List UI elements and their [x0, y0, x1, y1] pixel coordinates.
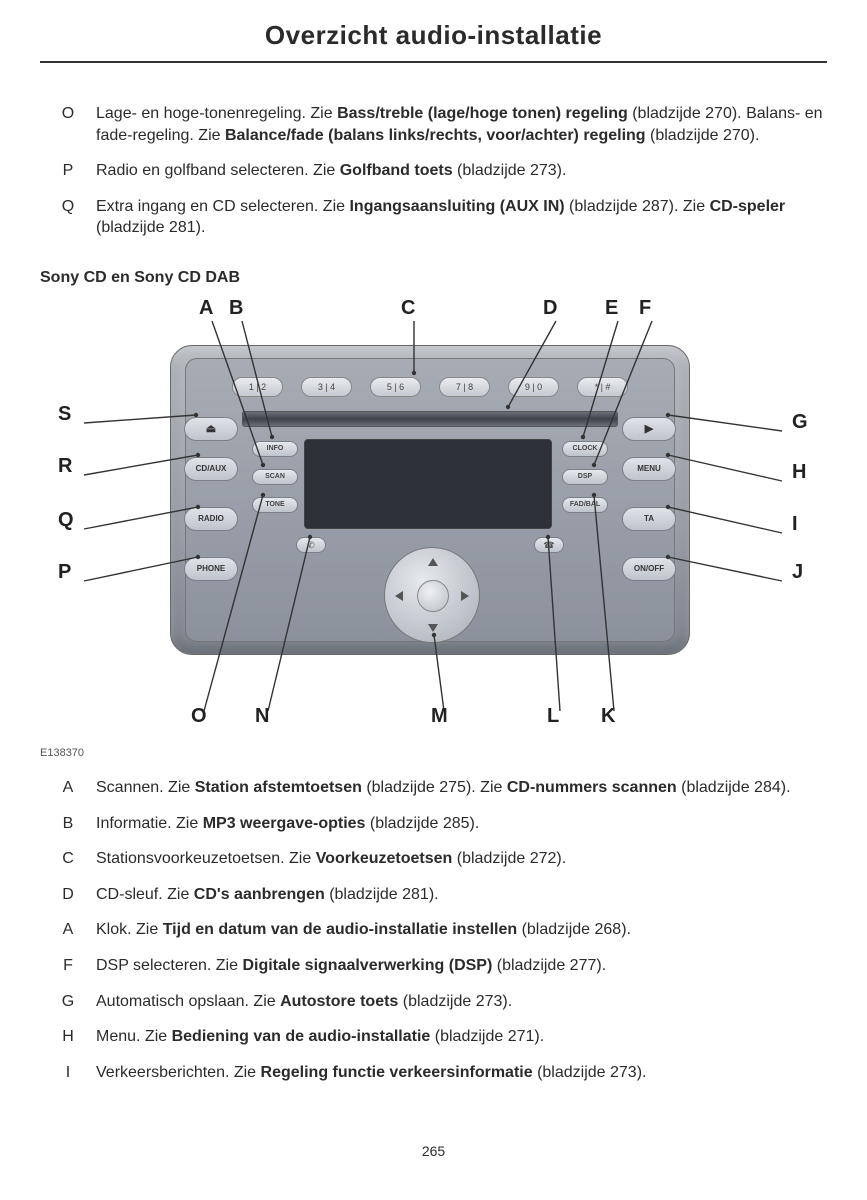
callout-letter: H — [792, 461, 806, 484]
definition-row: DCD-sleuf. Zie CD's aanbrengen (bladzijd… — [40, 884, 827, 906]
callout-letter: D — [543, 297, 557, 320]
definition-text: Verkeersberichten. Zie Regeling functie … — [96, 1062, 827, 1084]
definition-letter: A — [40, 919, 96, 941]
definition-letter: O — [40, 103, 96, 125]
definition-text: Informatie. Zie MP3 weergave-opties (bla… — [96, 813, 827, 835]
definition-letter: I — [40, 1062, 96, 1084]
definition-text: DSP selecteren. Zie Digitale signaalverw… — [96, 955, 827, 977]
definition-row: OLage- en hoge-tonenregeling. Zie Bass/t… — [40, 103, 827, 146]
definition-row: AScannen. Zie Station afstemtoetsen (bla… — [40, 777, 827, 799]
definition-row: HMenu. Zie Bediening van de audio-instal… — [40, 1026, 827, 1048]
definition-row: QExtra ingang en CD selecteren. Zie Inga… — [40, 196, 827, 239]
callout-letter: J — [792, 561, 803, 584]
callout-letter: M — [431, 705, 448, 728]
definition-letter: Q — [40, 196, 96, 218]
definition-text: Lage- en hoge-tonenregeling. Zie Bass/tr… — [96, 103, 827, 146]
definition-row: PRadio en golfband selecteren. Zie Golfb… — [40, 160, 827, 182]
definition-letter: C — [40, 848, 96, 870]
callout-letter: L — [547, 705, 559, 728]
callout-letter: O — [191, 705, 207, 728]
callout-letter: G — [792, 411, 808, 434]
diagram-id: E138370 — [40, 747, 827, 759]
definition-row: GAutomatisch opslaan. Zie Autostore toet… — [40, 991, 827, 1013]
callout-letter: E — [605, 297, 618, 320]
definition-text: Radio en golfband selecteren. Zie Golfba… — [96, 160, 827, 182]
definition-row: IVerkeersberichten. Zie Regeling functie… — [40, 1062, 827, 1084]
page-title: Overzicht audio-installatie — [40, 20, 827, 63]
callout-letter: C — [401, 297, 415, 320]
definition-text: Menu. Zie Bediening van de audio-install… — [96, 1026, 827, 1048]
definition-text: Klok. Zie Tijd en datum van de audio-ins… — [96, 919, 827, 941]
callout-letter: R — [58, 455, 72, 478]
radio-diagram: 1 | 23 | 45 | 67 | 89 | 0* | # INFO SCAN… — [40, 295, 827, 735]
callout-letter: Q — [58, 509, 74, 532]
top-definition-list: OLage- en hoge-tonenregeling. Zie Bass/t… — [40, 103, 827, 239]
definition-text: CD-sleuf. Zie CD's aanbrengen (bladzijde… — [96, 884, 827, 906]
definition-text: Extra ingang en CD selecteren. Zie Ingan… — [96, 196, 827, 239]
section-heading: Sony CD en Sony CD DAB — [40, 269, 827, 287]
definition-letter: G — [40, 991, 96, 1013]
callout-letter: N — [255, 705, 269, 728]
definition-text: Automatisch opslaan. Zie Autostore toets… — [96, 991, 827, 1013]
callout-letter: B — [229, 297, 243, 320]
definition-row: BInformatie. Zie MP3 weergave-opties (bl… — [40, 813, 827, 835]
definition-letter: P — [40, 160, 96, 182]
callout-letter: K — [601, 705, 615, 728]
definition-letter: D — [40, 884, 96, 906]
callout-letter: I — [792, 513, 798, 536]
definition-letter: F — [40, 955, 96, 977]
definition-text: Stationsvoorkeuzetoetsen. Zie Voorkeuzet… — [96, 848, 827, 870]
definition-letter: H — [40, 1026, 96, 1048]
callout-letter: A — [199, 297, 213, 320]
definition-text: Scannen. Zie Station afstemtoetsen (blad… — [96, 777, 827, 799]
bottom-definition-list: AScannen. Zie Station afstemtoetsen (bla… — [40, 777, 827, 1083]
leader-lines — [40, 295, 827, 735]
definition-letter: B — [40, 813, 96, 835]
definition-row: AKlok. Zie Tijd en datum van de audio-in… — [40, 919, 827, 941]
definition-letter: A — [40, 777, 96, 799]
callout-letter: P — [58, 561, 71, 584]
definition-row: CStationsvoorkeuzetoetsen. Zie Voorkeuze… — [40, 848, 827, 870]
definition-row: FDSP selecteren. Zie Digitale signaalver… — [40, 955, 827, 977]
callout-letter: S — [58, 403, 71, 426]
page-number: 265 — [40, 1143, 827, 1159]
callout-letter: F — [639, 297, 651, 320]
